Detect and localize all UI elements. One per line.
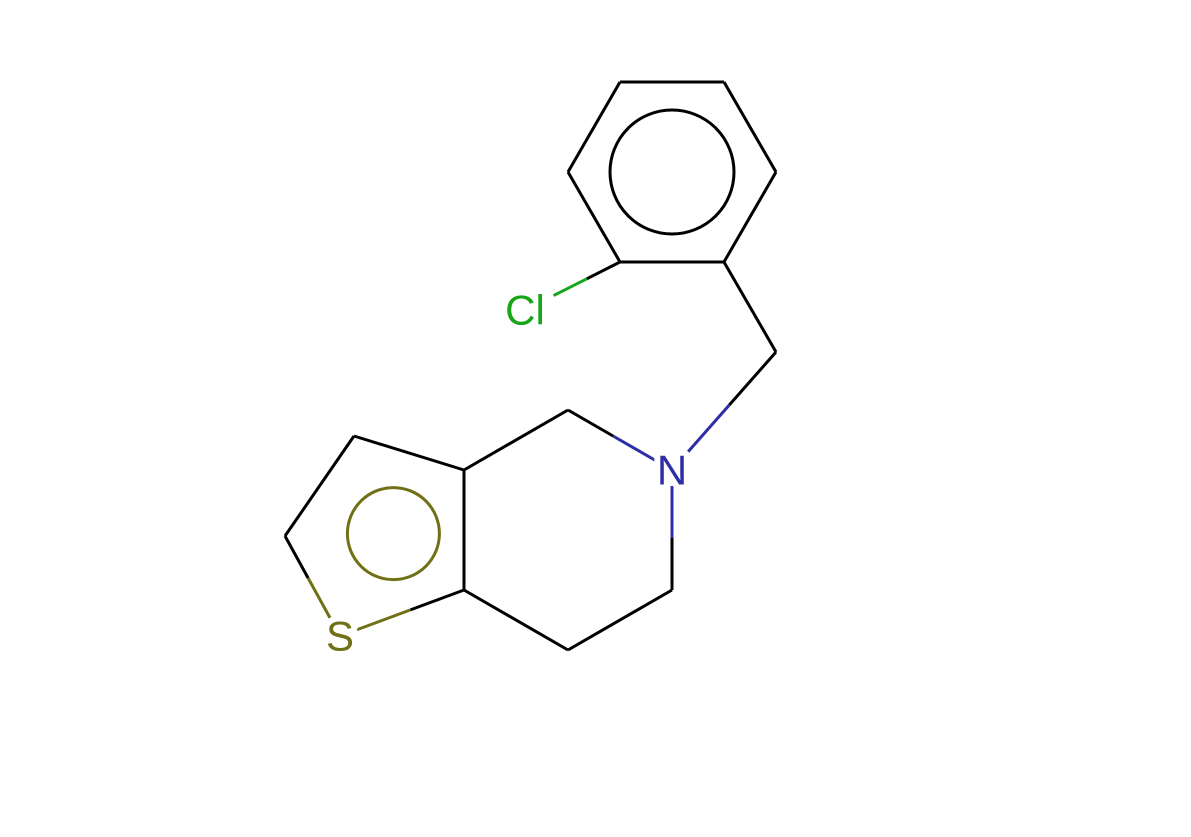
bond <box>410 590 464 610</box>
bond <box>729 352 776 405</box>
aromatic-ring <box>610 110 734 234</box>
bond <box>464 590 568 650</box>
bond <box>554 279 587 296</box>
bond <box>357 610 411 630</box>
molecule-diagram: ClClNNSS <box>0 0 1191 837</box>
bond <box>285 436 354 536</box>
bond <box>568 590 672 650</box>
bond <box>683 405 730 458</box>
aromatic-ring <box>347 488 439 580</box>
atom-label-cl: Cl <box>505 287 545 334</box>
bond <box>285 536 308 578</box>
bond <box>613 436 658 462</box>
bond <box>568 410 613 436</box>
bond <box>724 262 776 352</box>
bond <box>464 410 568 470</box>
atom-label-n: N <box>657 447 687 494</box>
bond <box>354 436 464 470</box>
atom-label-s: S <box>326 613 354 660</box>
bond <box>587 262 620 279</box>
